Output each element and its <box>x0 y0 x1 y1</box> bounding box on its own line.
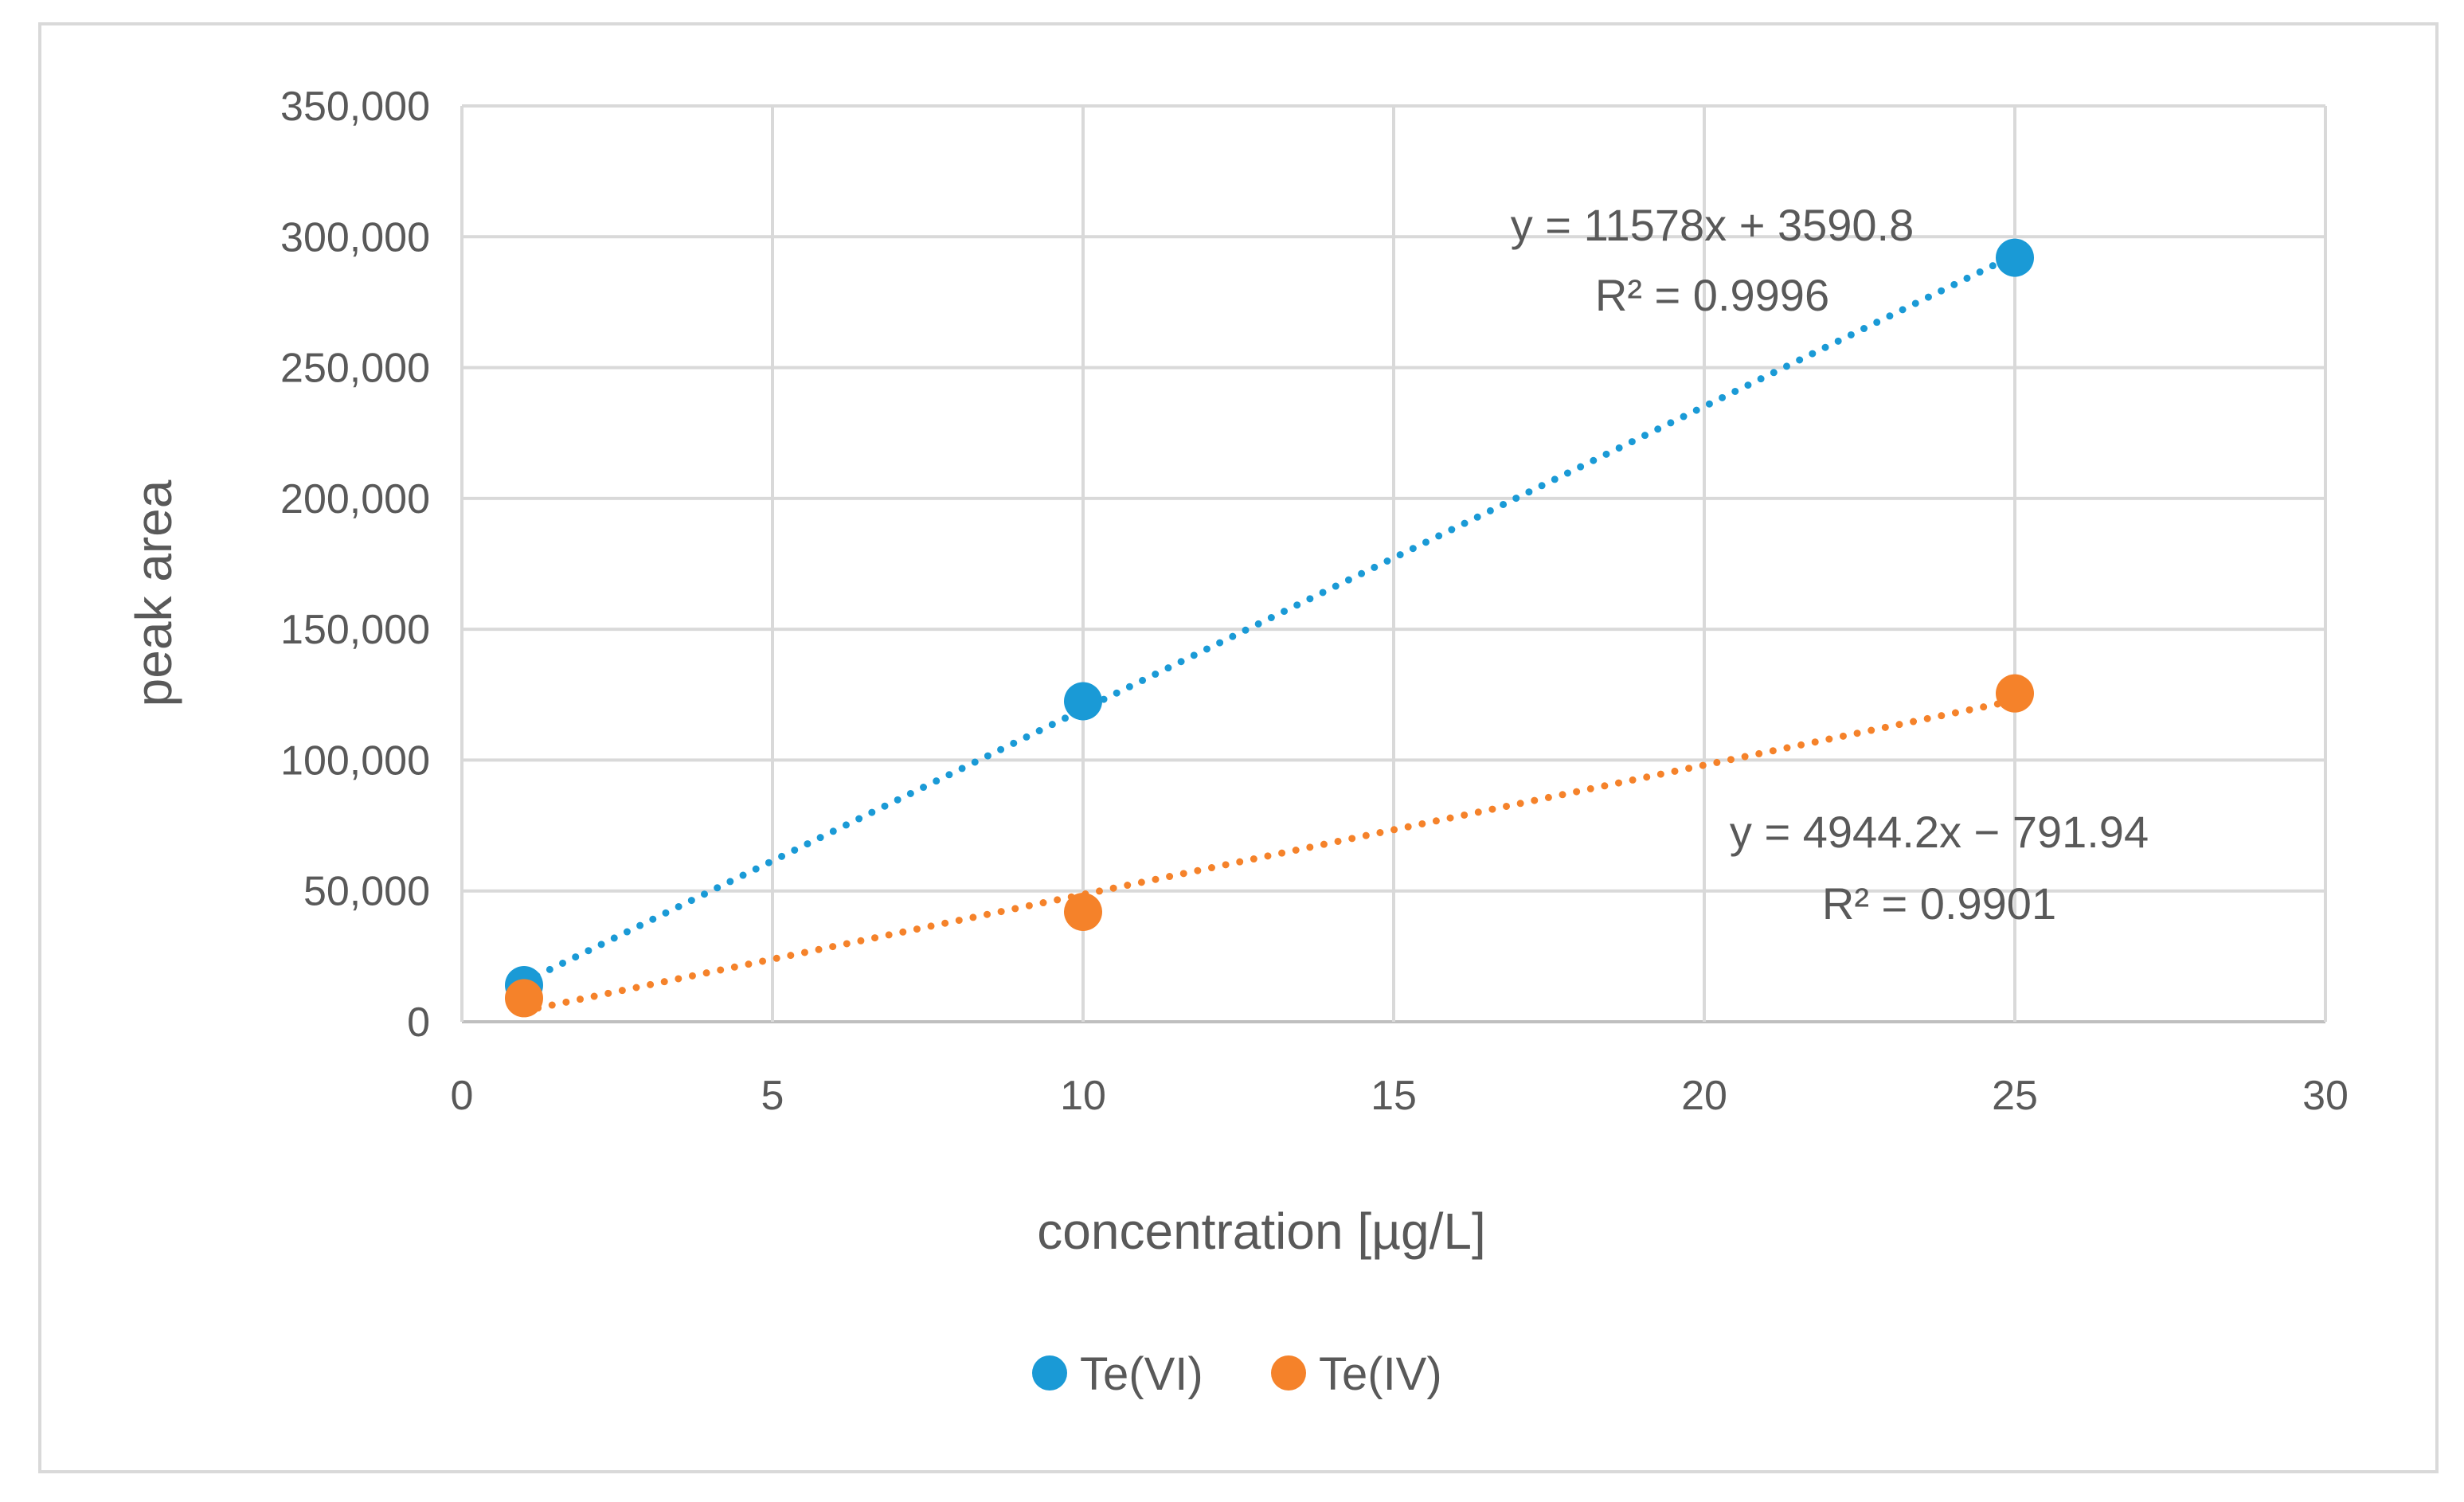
x-axis-title: concentration [µg/L] <box>1037 1203 1485 1260</box>
tick-labels: 0 50,000 100,000 150,000 200,000 250,000 300,0… <box>280 84 2349 1119</box>
x-tick-label: 5 <box>761 1073 784 1119</box>
trendlines <box>520 251 2019 1015</box>
data-point-series-1 <box>505 979 543 1018</box>
legend-label-te-iv: Te(IV) <box>1319 1348 1442 1400</box>
y-tick-label: 200,000 <box>280 476 430 522</box>
y-tick-label: 350,000 <box>280 84 430 130</box>
data-point-series-0 <box>1996 238 2034 277</box>
x-tick-label: 30 <box>2302 1073 2349 1119</box>
y-tick-label: 300,000 <box>280 214 430 260</box>
x-tick-label: 10 <box>1060 1073 1106 1119</box>
x-tick-label: 15 <box>1371 1073 1417 1119</box>
data-points <box>505 238 2034 1018</box>
legend: Te(VI) Te(IV) <box>1032 1348 1442 1400</box>
data-point-series-1 <box>1996 674 2034 713</box>
te-iv-r2: R² = 0.9901 <box>1822 878 2056 929</box>
y-tick-label: 250,000 <box>280 346 430 392</box>
trendline-series-1 <box>520 696 2019 1015</box>
y-tick-label: 50,000 <box>303 869 430 915</box>
x-tick-label: 0 <box>451 1073 474 1119</box>
legend-label-te-vi: Te(VI) <box>1080 1348 1203 1400</box>
x-tick-label: 20 <box>1681 1073 1727 1119</box>
legend-marker-te-vi <box>1032 1355 1067 1391</box>
y-tick-label: 0 <box>407 999 430 1046</box>
te-vi-equation: y = 11578x + 3590.8 <box>1511 200 1914 250</box>
chart-border <box>38 22 2439 1473</box>
data-point-series-0 <box>1064 682 1102 721</box>
te-vi-r2: R² = 0.9996 <box>1595 270 1829 320</box>
legend-marker-te-iv <box>1271 1355 1306 1391</box>
te-iv-equation: y = 4944.2x − 791.94 <box>1730 807 2149 857</box>
y-axis-title: peak area <box>125 479 182 706</box>
x-tick-label: 25 <box>1992 1073 2038 1119</box>
y-tick-label: 100,000 <box>280 737 430 784</box>
y-tick-label: 150,000 <box>280 607 430 653</box>
data-point-series-1 <box>1064 893 1102 931</box>
trendline-series-0 <box>520 251 2019 986</box>
